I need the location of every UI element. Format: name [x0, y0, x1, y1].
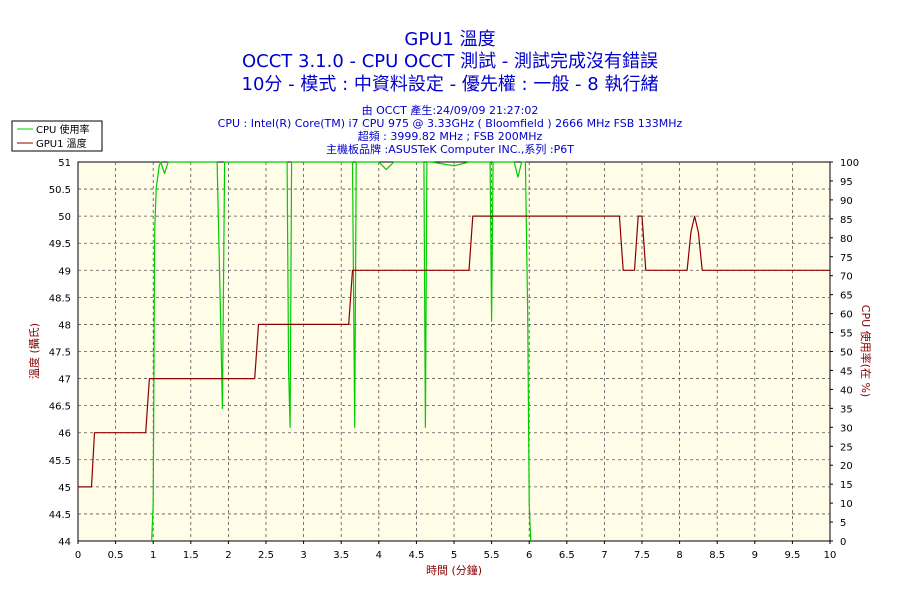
legend-label-cpu: CPU 使用率	[36, 123, 90, 136]
x-tick-label: 1	[150, 550, 156, 561]
y-right-tick-label: 25	[840, 442, 853, 453]
y-right-tick-label: 35	[840, 404, 853, 415]
x-tick-label: 10	[824, 550, 837, 561]
x-tick-label: 4.5	[408, 550, 424, 561]
y-right-tick-label: 65	[840, 291, 853, 302]
y-left-tick-label: 48.5	[49, 293, 71, 304]
info-generated: 由 OCCT 產生:24/09/09 21:27:02	[362, 103, 539, 117]
legend-label-gpu: GPU1 溫度	[36, 137, 87, 150]
y-right-tick-label: 40	[840, 385, 853, 396]
chart-subtitle-2: 10分 - 模式 : 中資料設定 - 優先權 : 一般 - 8 執行緒	[242, 74, 659, 95]
chart-subtitle-1: OCCT 3.1.0 - CPU OCCT 測試 - 測試完成沒有錯誤	[242, 51, 658, 72]
x-tick-label: 2.5	[258, 550, 274, 561]
y-left-tick-label: 50	[58, 212, 71, 223]
y-right-tick-label: 5	[840, 518, 846, 529]
x-tick-label: 3	[300, 550, 306, 561]
y-left-tick-label: 49	[58, 266, 71, 277]
info-motherboard: 主機板品牌 :ASUSTeK Computer INC.,系列 :P6T	[326, 142, 574, 156]
x-tick-label: 5.5	[484, 550, 500, 561]
x-tick-label: 3.5	[333, 550, 349, 561]
x-tick-label: 0	[75, 550, 81, 561]
y-right-tick-label: 10	[840, 499, 853, 510]
y-left-tick-label: 46	[58, 429, 71, 440]
x-tick-label: 6.5	[559, 550, 575, 561]
y-right-tick-label: 80	[840, 234, 853, 245]
y-right-axis-label: CPU 使用率(在 %)	[859, 305, 873, 397]
x-tick-label: 4	[376, 550, 382, 561]
series-layer	[78, 161, 830, 542]
y-right-tick-label: 30	[840, 423, 853, 434]
y-right-tick-label: 85	[840, 215, 853, 226]
legend: CPU 使用率 GPU1 溫度	[11, 120, 103, 152]
y-left-tick-label: 44.5	[49, 510, 71, 521]
y-left-tick-label: 48	[58, 320, 71, 331]
x-tick-label: 7	[601, 550, 607, 561]
y-left-tick-label: 44	[58, 537, 71, 548]
x-tick-label: 8	[676, 550, 682, 561]
x-tick-label: 2	[225, 550, 231, 561]
y-right-tick-label: 90	[840, 196, 853, 207]
tick-labels: 0 0.5 1 1.5 2 2.5 3 3.5 4 4.5 5 5.5 6 6.5 7 7.5 8 8.5 9 9.5…	[49, 158, 859, 561]
chart-title: GPU1 溫度	[404, 29, 495, 50]
x-axis-label: 時間 (分鐘)	[426, 563, 482, 577]
x-tick-label: 0.5	[108, 550, 124, 561]
x-tick-label: 5	[451, 550, 457, 561]
y-left-tick-label: 45.5	[49, 456, 71, 467]
info-overclock: 超頻 : 3999.82 MHz ; FSB 200MHz	[358, 129, 543, 143]
series-line-gpu1-temperature	[78, 215, 830, 488]
y-right-tick-label: 50	[840, 348, 853, 359]
x-tick-label: 9	[752, 550, 758, 561]
x-tick-label: 8.5	[709, 550, 725, 561]
y-left-tick-label: 47	[58, 375, 71, 386]
y-left-axis-label: 溫度 (攝氏)	[27, 323, 41, 379]
y-right-tick-label: 100	[840, 158, 859, 169]
y-right-tick-label: 70	[840, 272, 853, 283]
y-right-tick-label: 0	[840, 537, 846, 548]
y-right-tick-label: 60	[840, 310, 853, 321]
y-right-tick-label: 95	[840, 177, 853, 188]
y-right-tick-label: 15	[840, 480, 853, 491]
y-left-tick-label: 49.5	[49, 239, 71, 250]
x-tick-label: 1.5	[183, 550, 199, 561]
y-left-tick-label: 46.5	[49, 402, 71, 413]
y-left-tick-label: 51	[58, 158, 71, 169]
x-tick-label: 9.5	[784, 550, 800, 561]
y-right-tick-label: 20	[840, 461, 853, 472]
y-right-tick-label: 55	[840, 329, 853, 340]
y-left-tick-label: 45	[58, 483, 71, 494]
y-left-tick-label: 50.5	[49, 185, 71, 196]
series-line-cpu-usage	[151, 161, 532, 542]
x-tick-label: 6	[526, 550, 532, 561]
y-right-tick-label: 75	[840, 253, 853, 264]
y-right-tick-label: 45	[840, 366, 853, 377]
legend-box	[11, 120, 103, 152]
y-left-tick-label: 47.5	[49, 348, 71, 359]
x-tick-label: 7.5	[634, 550, 650, 561]
info-cpu: CPU : Intel(R) Core(TM) i7 CPU 975 @ 3.3…	[218, 117, 683, 130]
